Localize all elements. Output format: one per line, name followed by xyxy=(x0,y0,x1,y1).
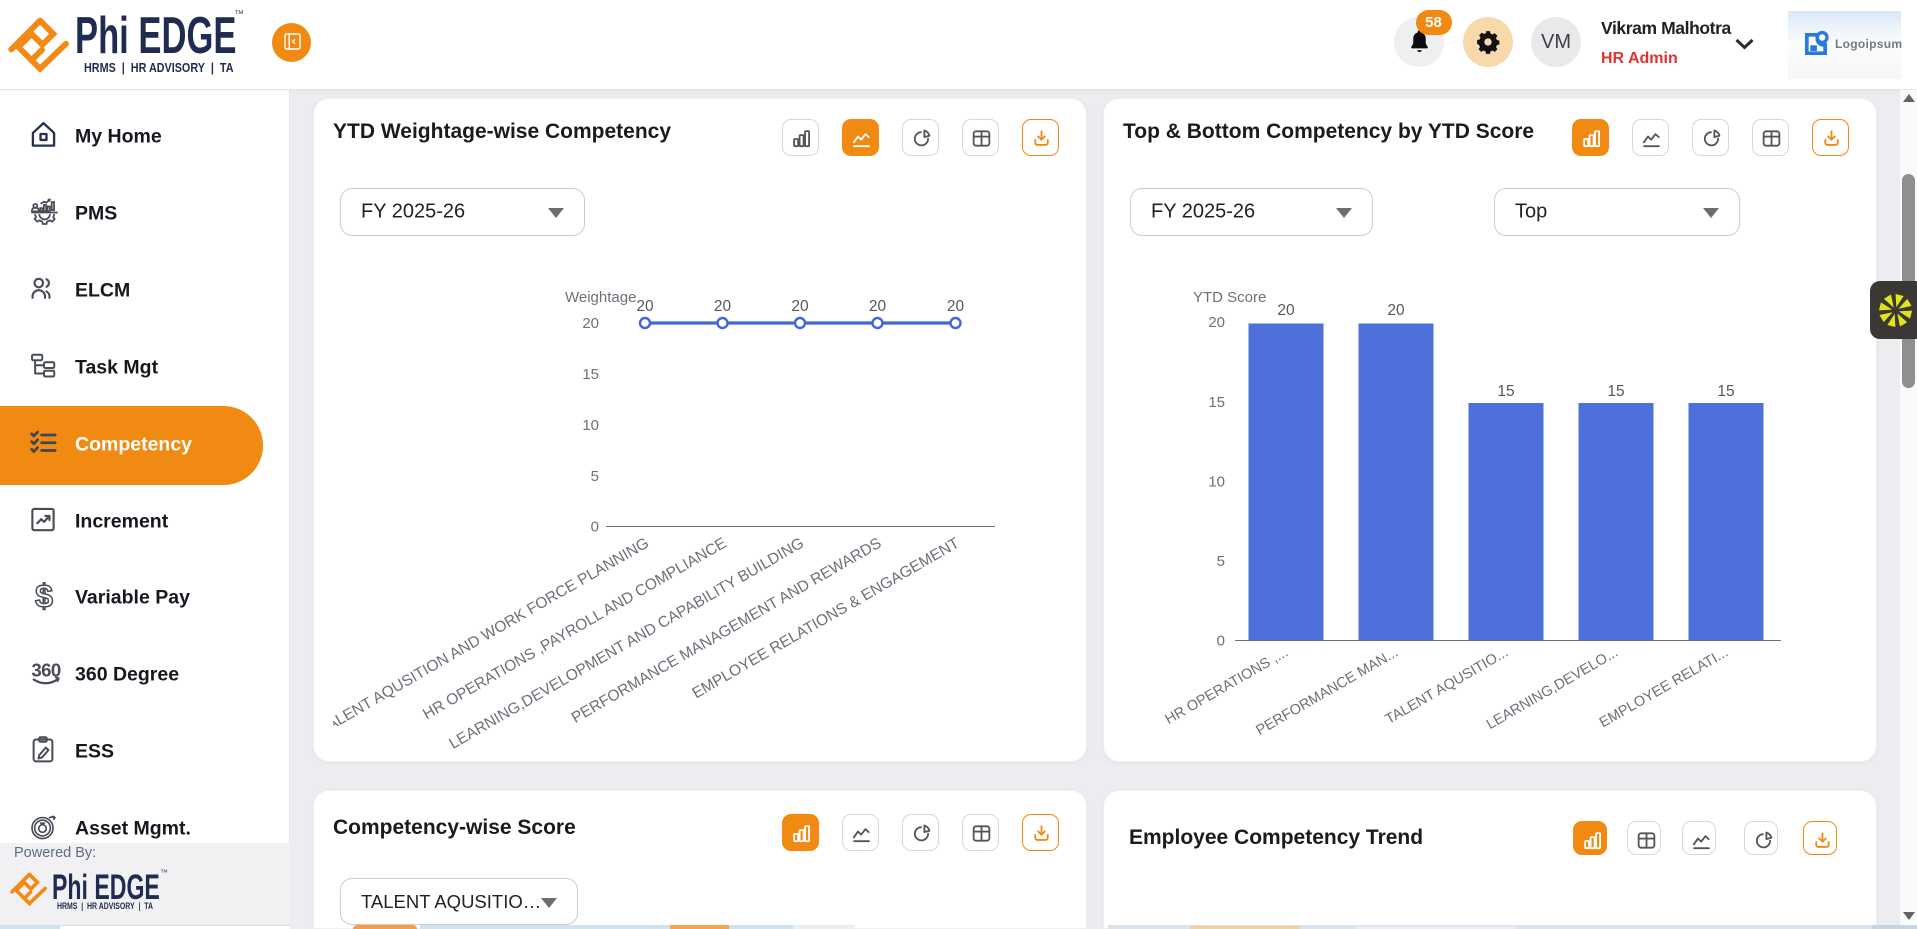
svg-text:20: 20 xyxy=(1277,302,1295,319)
svg-text:20: 20 xyxy=(791,298,809,315)
svg-text:10: 10 xyxy=(1208,474,1225,491)
svg-text:YTD Score: YTD Score xyxy=(1193,289,1266,306)
svg-text:5: 5 xyxy=(591,468,599,485)
svg-text:10: 10 xyxy=(582,417,599,434)
svg-text:LEARNING,DEVELOPMENT AND CAPAB: LEARNING,DEVELOPMENT AND CAPABILITY BUIL… xyxy=(446,535,807,753)
svg-text:20: 20 xyxy=(714,298,732,315)
svg-text:20: 20 xyxy=(947,298,965,315)
svg-text:20: 20 xyxy=(1387,302,1405,319)
svg-text:20: 20 xyxy=(1208,314,1225,331)
svg-text:0: 0 xyxy=(1217,633,1225,650)
svg-text:$: $ xyxy=(35,580,53,612)
svg-text:15: 15 xyxy=(1607,383,1624,400)
svg-text:15: 15 xyxy=(1208,394,1225,411)
svg-text:HR OPERATIONS ,PAYROLL AND COM: HR OPERATIONS ,PAYROLL AND COMPLIANCE xyxy=(420,535,729,723)
svg-text:5: 5 xyxy=(1217,553,1225,570)
svg-text:0: 0 xyxy=(591,519,599,536)
svg-text:20: 20 xyxy=(582,315,599,332)
svg-text:20: 20 xyxy=(636,298,654,315)
svg-text:Weightage: Weightage xyxy=(565,289,636,306)
svg-text:360: 360 xyxy=(31,659,60,680)
svg-text:15: 15 xyxy=(582,366,599,383)
svg-text:15: 15 xyxy=(1717,383,1734,400)
svg-text:20: 20 xyxy=(869,298,887,315)
svg-text:15: 15 xyxy=(1497,383,1514,400)
